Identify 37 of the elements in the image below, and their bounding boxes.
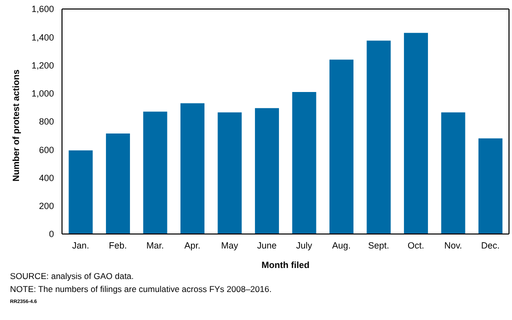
x-tick-label: July (296, 240, 313, 250)
x-tick-label: Sept. (368, 240, 390, 250)
y-tick-label: 600 (38, 144, 54, 155)
bar (254, 108, 279, 234)
bar (441, 112, 466, 234)
bar (143, 112, 168, 234)
x-tick-label: Aug. (332, 240, 351, 250)
x-tick-label: Feb. (108, 240, 127, 250)
bar (478, 138, 502, 234)
x-tick-label: Mar. (146, 240, 164, 250)
bar (329, 60, 354, 234)
bar (292, 92, 316, 234)
bar (180, 103, 204, 234)
bar (366, 40, 391, 234)
x-tick-label: Dec. (481, 240, 500, 250)
x-tick-label: Apr. (184, 240, 200, 250)
bar (68, 150, 93, 234)
y-tick-label: 800 (38, 116, 54, 127)
y-tick-label: 200 (38, 201, 54, 212)
x-tick-label: Nov. (444, 240, 462, 250)
bar (404, 32, 428, 234)
y-tick-label: 0 (48, 229, 54, 240)
x-tick-label: Jan. (72, 240, 90, 250)
x-tick-label: Oct. (408, 240, 424, 250)
x-tick-label: June (257, 240, 277, 250)
bar (218, 112, 242, 234)
source-note: SOURCE: analysis of GAO data. (10, 270, 135, 283)
bar (106, 133, 130, 234)
y-tick-label: 1,000 (31, 88, 54, 99)
x-axis-title: Month filed (262, 260, 310, 270)
y-axis-title: Number of protest actions (11, 69, 22, 182)
y-tick-label: 1,200 (31, 60, 54, 70)
y-tick-label: 1,600 (31, 4, 54, 14)
y-tick-label: 1,400 (31, 32, 54, 42)
y-tick-label: 400 (38, 172, 54, 183)
text: NOTE: The numbers of filings are cumulative across FYs 2008–2016. (10, 283, 273, 296)
x-tick-label: May (221, 240, 239, 250)
